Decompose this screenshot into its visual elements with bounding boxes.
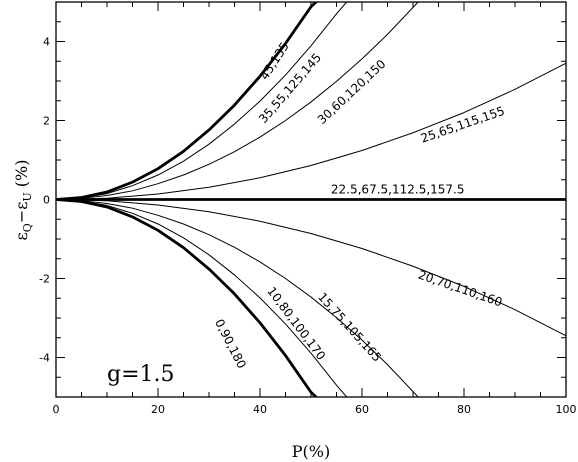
curve-label: 0,90,180 (212, 317, 249, 371)
y-axis-title: εQ−εU(%) (12, 160, 34, 241)
x-tick-label: 60 (355, 403, 369, 416)
curve-label: 20,70,110,160 (416, 268, 504, 310)
y-tick-label: 4 (43, 36, 50, 49)
x-axis-title: P(%) (292, 442, 330, 461)
curve-0-90-180 (56, 198, 318, 397)
x-tick-label: 40 (253, 403, 267, 416)
plot-frame (55, 1, 567, 398)
y-axis-title-epsilon-q: ε (12, 232, 31, 240)
y-tick-label: 0 (43, 194, 50, 207)
y-axis-title-minus: − (12, 210, 31, 223)
curve-15-75-105-165 (56, 199, 419, 397)
y-tick-label: -2 (39, 273, 50, 286)
y-tick-label: -4 (39, 352, 50, 365)
curves (56, 2, 566, 397)
y-axis-title-unit: (%) (12, 160, 31, 188)
curve-30-60-120-150 (56, 2, 419, 200)
curve-10-80-100-170 (56, 199, 348, 397)
y-axis-title-epsilon-u: ε (12, 201, 31, 209)
curve-label: 45,135 (257, 40, 292, 83)
y-axis-title-sub-q: Q (21, 223, 34, 232)
curve-45-135 (56, 2, 318, 201)
curve-35-55-125-145 (56, 2, 348, 200)
x-tick-label: 80 (457, 403, 471, 416)
tick-labels: 0 20 40 60 80 100 -4 -2 0 2 4 (39, 36, 576, 417)
x-tick-label: 20 (151, 403, 165, 416)
g-annotation: g=1.5 (107, 362, 175, 387)
curve-label: 30,60,120,150 (315, 57, 389, 127)
curve-20-70-110-160 (56, 199, 566, 337)
y-axis-title-sub-u: U (21, 192, 34, 201)
curve-25-65-115-155 (56, 62, 566, 200)
y-tick-label: 2 (43, 115, 50, 128)
curve-label: 25,65,115,155 (419, 104, 507, 146)
curve-label: 22.5,67.5,112.5,157.5 (331, 183, 465, 197)
x-tick-label: 100 (556, 403, 577, 416)
x-tick-label: 0 (53, 403, 60, 416)
